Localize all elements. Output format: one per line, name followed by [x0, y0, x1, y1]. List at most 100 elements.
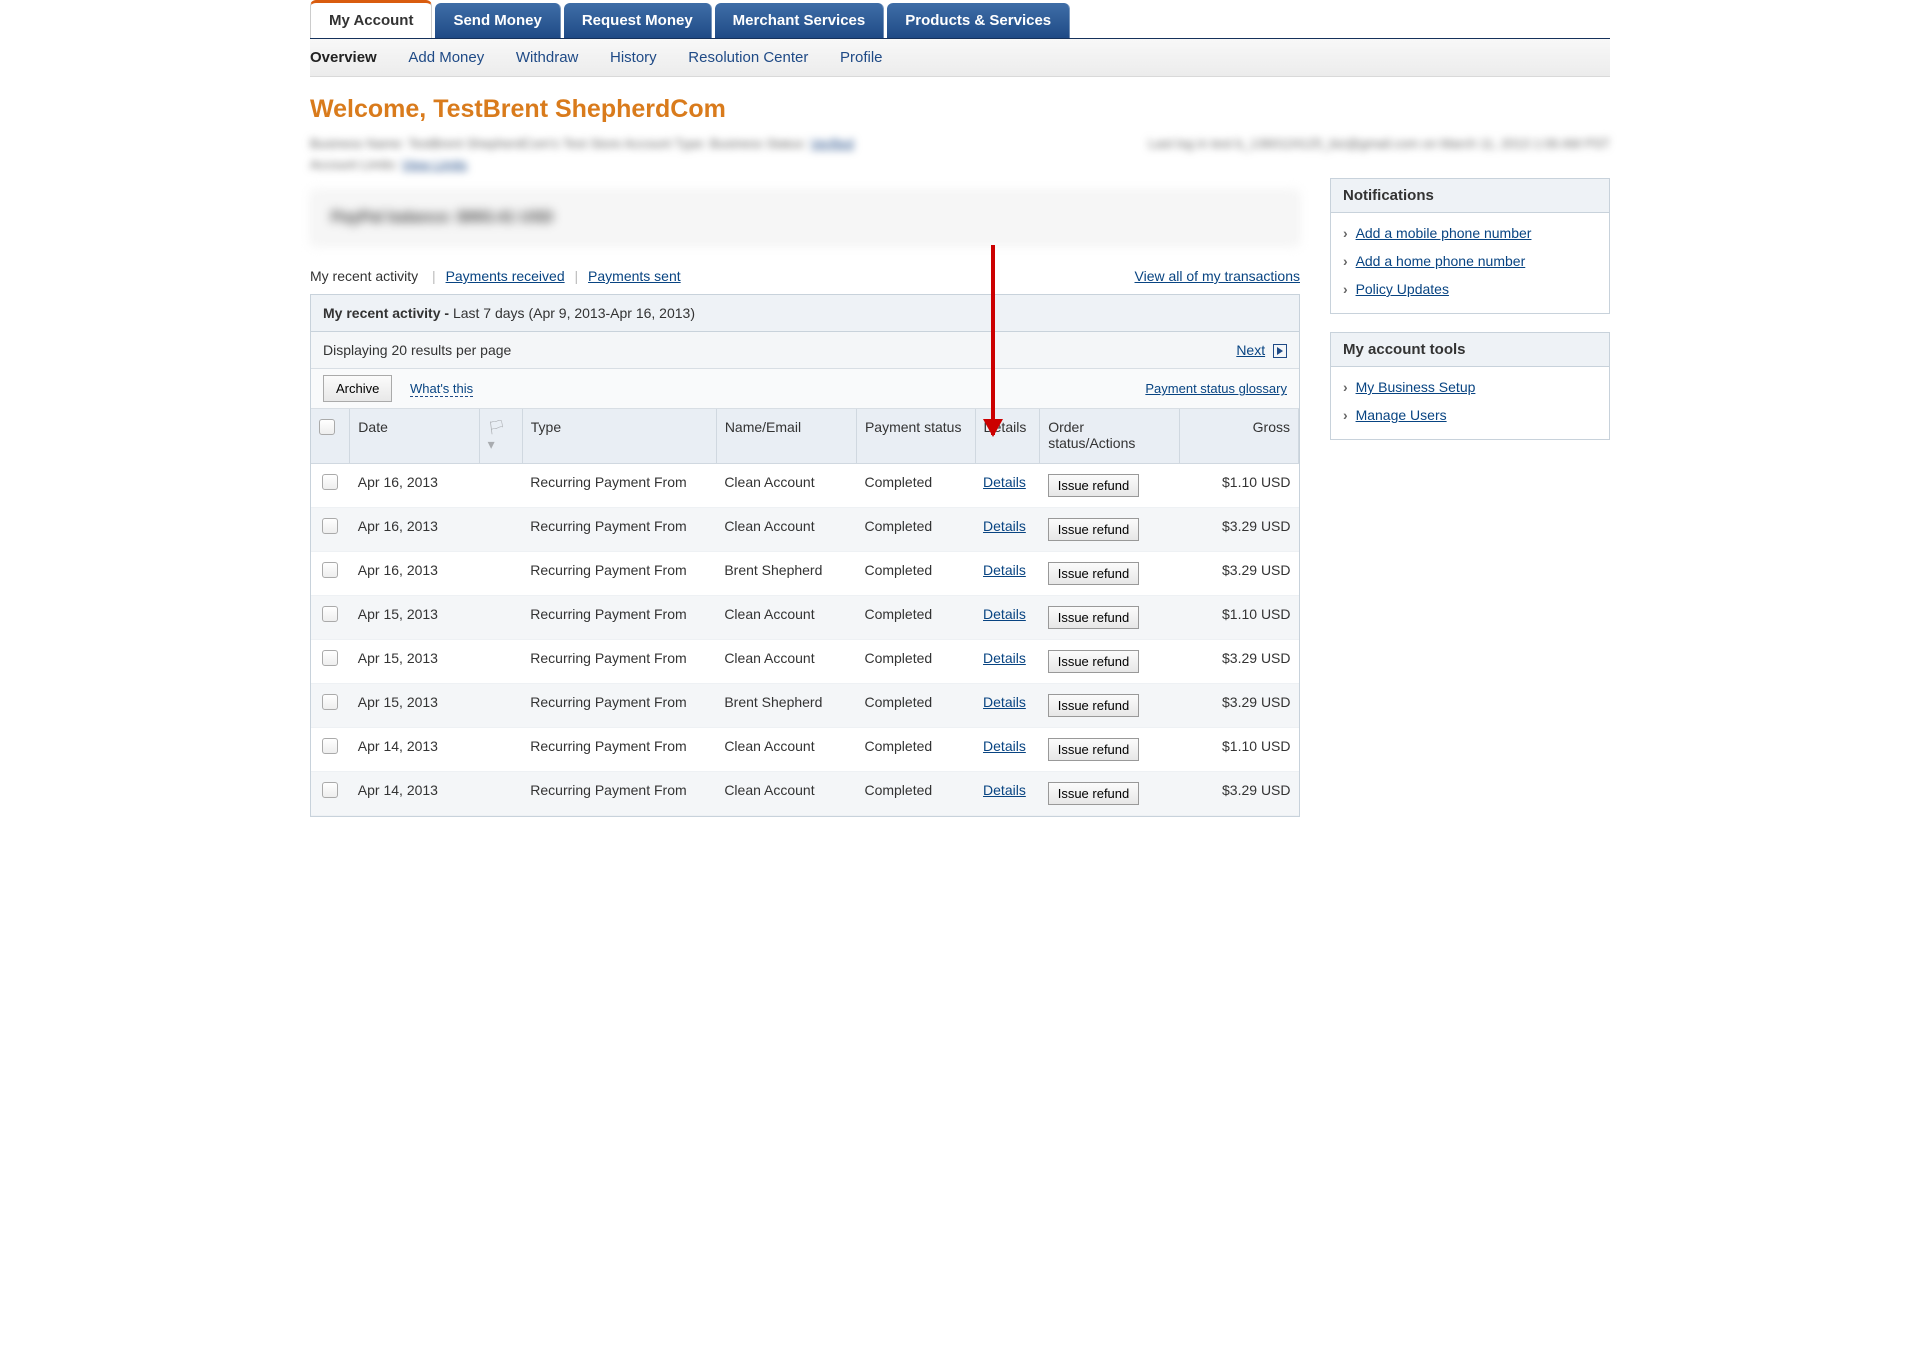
view-all-transactions-link[interactable]: View all of my transactions [1135, 268, 1300, 284]
cell-date: Apr 14, 2013 [350, 728, 479, 772]
cell-type: Recurring Payment From [522, 464, 716, 508]
balance-box: PayPal balance: $993.41 USD [310, 190, 1300, 246]
issue-refund-button[interactable]: Issue refund [1048, 650, 1140, 673]
cell-gross: $3.29 USD [1180, 640, 1299, 684]
pager-displaying-text: Displaying 20 results per page [323, 342, 511, 358]
activity-tab-recent[interactable]: My recent activity [310, 268, 418, 284]
cell-date: Apr 16, 2013 [350, 508, 479, 552]
cell-name: Clean Account [716, 772, 856, 816]
subtab-withdraw[interactable]: Withdraw [516, 49, 579, 66]
row-checkbox[interactable] [322, 474, 338, 490]
issue-refund-button[interactable]: Issue refund [1048, 782, 1140, 805]
pager-next[interactable]: Next [1236, 342, 1287, 358]
cell-date: Apr 14, 2013 [350, 772, 479, 816]
details-link[interactable]: Details [983, 474, 1026, 490]
cell-pstatus: Completed [856, 728, 975, 772]
activity-tabs-row: My recent activity | Payments received |… [310, 268, 1300, 284]
cell-pstatus: Completed [856, 552, 975, 596]
cell-date: Apr 16, 2013 [350, 464, 479, 508]
issue-refund-button[interactable]: Issue refund [1048, 474, 1140, 497]
row-checkbox[interactable] [322, 606, 338, 622]
tool-business-setup[interactable]: My Business Setup [1356, 379, 1476, 395]
account-tools-box: My account tools My Business Setup Manag… [1330, 332, 1610, 440]
details-link[interactable]: Details [983, 782, 1026, 798]
payment-status-glossary-link[interactable]: Payment status glossary [1145, 381, 1287, 396]
activity-table-header: Date 🏳 ▾ Type Name/Email Payment status … [311, 409, 1299, 464]
cell-flag [479, 640, 522, 684]
col-date[interactable]: Date [350, 409, 479, 464]
cell-flag [479, 596, 522, 640]
cell-pstatus: Completed [856, 772, 975, 816]
col-details[interactable]: Details [975, 409, 1040, 464]
cell-flag [479, 772, 522, 816]
table-row: Apr 14, 2013Recurring Payment FromClean … [311, 772, 1299, 816]
row-checkbox[interactable] [322, 650, 338, 666]
subtab-profile[interactable]: Profile [840, 49, 883, 66]
tool-manage-users[interactable]: Manage Users [1356, 407, 1447, 423]
activity-tab-sent[interactable]: Payments sent [588, 268, 681, 284]
select-all-checkbox[interactable] [319, 419, 335, 435]
view-limits-link[interactable]: View Limits [402, 157, 468, 172]
row-checkbox[interactable] [322, 562, 338, 578]
subtab-history[interactable]: History [610, 49, 657, 66]
activity-toolbar: Archive What's this Payment status gloss… [311, 369, 1299, 409]
tab-products-services[interactable]: Products & Services [887, 3, 1070, 38]
subtab-add-money[interactable]: Add Money [408, 49, 484, 66]
status-verified-link[interactable]: Verified [810, 136, 853, 151]
welcome-headline: Welcome, TestBrent ShepherdCom [310, 95, 1610, 124]
table-row: Apr 15, 2013Recurring Payment FromClean … [311, 640, 1299, 684]
whats-this-link[interactable]: What's this [410, 381, 473, 397]
col-type[interactable]: Type [522, 409, 716, 464]
table-row: Apr 16, 2013Recurring Payment FromClean … [311, 508, 1299, 552]
cell-pstatus: Completed [856, 508, 975, 552]
account-tools-title: My account tools [1331, 333, 1609, 367]
col-name[interactable]: Name/Email [716, 409, 856, 464]
col-flag[interactable]: 🏳 ▾ [479, 409, 522, 464]
tab-request-money[interactable]: Request Money [564, 3, 712, 38]
cell-date: Apr 16, 2013 [350, 552, 479, 596]
next-arrow-icon [1273, 344, 1287, 358]
details-link[interactable]: Details [983, 694, 1026, 710]
row-checkbox[interactable] [322, 782, 338, 798]
cell-type: Recurring Payment From [522, 596, 716, 640]
account-meta-line-1: Business Name: TestBrent ShepherdCom's T… [310, 136, 1610, 151]
details-link[interactable]: Details [983, 738, 1026, 754]
cell-pstatus: Completed [856, 464, 975, 508]
row-checkbox[interactable] [322, 518, 338, 534]
issue-refund-button[interactable]: Issue refund [1048, 518, 1140, 541]
table-row: Apr 16, 2013Recurring Payment FromClean … [311, 464, 1299, 508]
cell-flag [479, 552, 522, 596]
details-link[interactable]: Details [983, 518, 1026, 534]
col-gross[interactable]: Gross [1180, 409, 1299, 464]
col-order[interactable]: Order status/Actions [1040, 409, 1180, 464]
notif-link-mobile[interactable]: Add a mobile phone number [1356, 225, 1532, 241]
pager-next-link[interactable]: Next [1236, 342, 1265, 358]
cell-name: Clean Account [716, 596, 856, 640]
activity-panel: My recent activity - Last 7 days (Apr 9,… [310, 294, 1300, 817]
issue-refund-button[interactable]: Issue refund [1048, 738, 1140, 761]
tab-merchant-services[interactable]: Merchant Services [715, 3, 885, 38]
subtab-resolution[interactable]: Resolution Center [688, 49, 808, 66]
table-row: Apr 15, 2013Recurring Payment FromBrent … [311, 684, 1299, 728]
activity-panel-header: My recent activity - Last 7 days (Apr 9,… [311, 295, 1299, 332]
issue-refund-button[interactable]: Issue refund [1048, 694, 1140, 717]
issue-refund-button[interactable]: Issue refund [1048, 606, 1140, 629]
issue-refund-button[interactable]: Issue refund [1048, 562, 1140, 585]
row-checkbox[interactable] [322, 694, 338, 710]
details-link[interactable]: Details [983, 606, 1026, 622]
notif-link-policy[interactable]: Policy Updates [1356, 281, 1449, 297]
cell-gross: $3.29 USD [1180, 552, 1299, 596]
notif-link-home[interactable]: Add a home phone number [1356, 253, 1526, 269]
cell-flag [479, 508, 522, 552]
row-checkbox[interactable] [322, 738, 338, 754]
last-login-text: Last log in test b_1360124125_biz@gmail.… [1148, 136, 1610, 151]
details-link[interactable]: Details [983, 650, 1026, 666]
tab-send-money[interactable]: Send Money [435, 3, 560, 38]
details-link[interactable]: Details [983, 562, 1026, 578]
cell-type: Recurring Payment From [522, 728, 716, 772]
col-pstatus[interactable]: Payment status [856, 409, 975, 464]
archive-button[interactable]: Archive [323, 375, 392, 402]
subtab-overview[interactable]: Overview [310, 49, 377, 66]
activity-tab-received[interactable]: Payments received [446, 268, 565, 284]
tab-my-account[interactable]: My Account [310, 0, 432, 38]
